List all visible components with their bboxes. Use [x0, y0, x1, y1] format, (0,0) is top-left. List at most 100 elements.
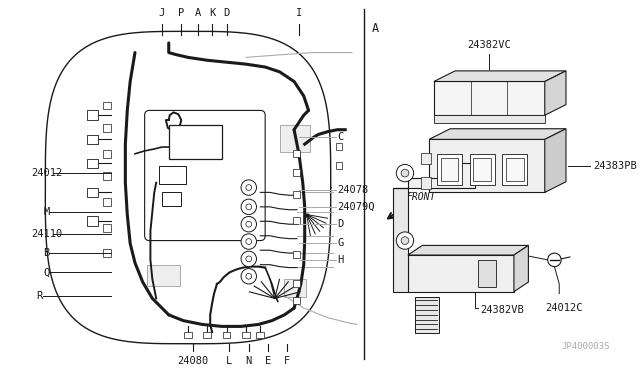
- Text: L: L: [227, 356, 232, 366]
- Bar: [506, 158, 524, 181]
- Circle shape: [246, 221, 252, 227]
- Bar: [421, 153, 431, 164]
- Bar: [293, 280, 300, 287]
- Text: C: C: [337, 132, 344, 142]
- Bar: [169, 125, 222, 158]
- Bar: [436, 154, 462, 185]
- Text: B: B: [44, 248, 50, 258]
- Bar: [103, 150, 111, 158]
- Circle shape: [241, 180, 257, 195]
- Bar: [103, 172, 111, 180]
- Circle shape: [246, 185, 252, 190]
- Bar: [293, 218, 300, 224]
- Circle shape: [246, 256, 252, 262]
- Text: J: J: [159, 8, 165, 18]
- Circle shape: [246, 239, 252, 244]
- Polygon shape: [434, 81, 545, 115]
- Bar: [280, 125, 310, 152]
- Bar: [502, 154, 527, 185]
- Text: A: A: [195, 8, 201, 18]
- Bar: [335, 163, 342, 169]
- Bar: [284, 279, 306, 296]
- Text: Q: Q: [44, 267, 50, 278]
- Bar: [441, 158, 458, 181]
- Bar: [335, 143, 342, 150]
- Text: 24110: 24110: [31, 229, 62, 239]
- Bar: [87, 158, 99, 168]
- Circle shape: [401, 169, 409, 177]
- Bar: [434, 115, 545, 123]
- Bar: [421, 177, 431, 189]
- Text: JP400003S: JP400003S: [561, 343, 609, 352]
- Polygon shape: [408, 246, 529, 255]
- Text: N: N: [246, 356, 252, 366]
- Bar: [293, 298, 300, 304]
- Text: P: P: [178, 8, 184, 18]
- Bar: [147, 265, 180, 286]
- Text: G: G: [337, 238, 344, 248]
- Bar: [159, 166, 186, 184]
- Bar: [87, 187, 99, 197]
- Circle shape: [396, 232, 413, 249]
- Polygon shape: [514, 246, 529, 292]
- Bar: [415, 296, 438, 333]
- Bar: [87, 110, 99, 120]
- Bar: [470, 154, 495, 185]
- Text: R: R: [36, 291, 43, 301]
- Circle shape: [241, 269, 257, 284]
- Bar: [103, 249, 111, 257]
- Polygon shape: [429, 129, 566, 140]
- Text: 24012C: 24012C: [545, 303, 582, 313]
- Text: F: F: [284, 356, 291, 366]
- Bar: [87, 135, 99, 144]
- Circle shape: [241, 251, 257, 267]
- Text: D: D: [337, 219, 344, 229]
- Circle shape: [246, 273, 252, 279]
- Bar: [223, 332, 230, 338]
- Circle shape: [401, 237, 409, 244]
- Circle shape: [548, 253, 561, 267]
- Text: FRONT: FRONT: [407, 192, 436, 202]
- Bar: [293, 192, 300, 198]
- Polygon shape: [429, 140, 545, 192]
- Bar: [257, 332, 264, 338]
- Text: 24382VC: 24382VC: [467, 40, 511, 50]
- Circle shape: [241, 199, 257, 215]
- Text: K: K: [209, 8, 215, 18]
- Circle shape: [241, 234, 257, 249]
- Bar: [162, 192, 181, 206]
- Text: 24382VB: 24382VB: [480, 305, 524, 315]
- Bar: [293, 169, 300, 176]
- Bar: [293, 150, 300, 157]
- Text: H: H: [337, 255, 344, 265]
- Polygon shape: [545, 129, 566, 192]
- Text: 24012: 24012: [31, 168, 62, 178]
- Bar: [293, 251, 300, 258]
- Bar: [474, 158, 491, 181]
- Text: I: I: [296, 8, 302, 18]
- Circle shape: [241, 217, 257, 232]
- Bar: [478, 260, 495, 287]
- Polygon shape: [545, 71, 566, 115]
- Polygon shape: [394, 163, 476, 187]
- Bar: [103, 124, 111, 132]
- Text: A: A: [372, 22, 380, 35]
- Text: D: D: [223, 8, 230, 18]
- Bar: [103, 102, 111, 109]
- Bar: [242, 332, 250, 338]
- Text: M: M: [44, 207, 50, 217]
- Circle shape: [246, 204, 252, 210]
- Text: 24078: 24078: [337, 186, 369, 195]
- Polygon shape: [394, 187, 408, 292]
- Bar: [408, 255, 514, 292]
- Bar: [184, 332, 192, 338]
- Circle shape: [396, 164, 413, 182]
- Text: 24080: 24080: [177, 356, 209, 366]
- Bar: [103, 198, 111, 206]
- Text: E: E: [265, 356, 271, 366]
- Bar: [204, 332, 211, 338]
- Bar: [103, 224, 111, 232]
- Text: 24079Q: 24079Q: [337, 202, 375, 212]
- Bar: [87, 217, 99, 226]
- Polygon shape: [434, 71, 566, 81]
